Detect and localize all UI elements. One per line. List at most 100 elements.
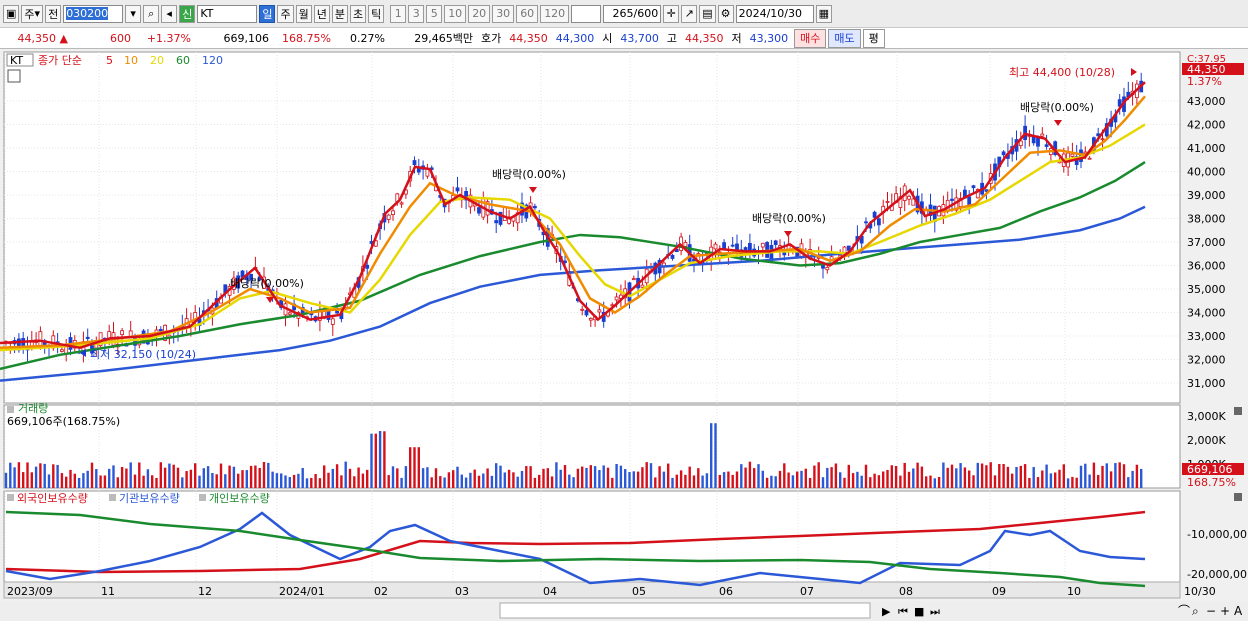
layout-icon[interactable]: ▣ — [3, 4, 20, 23]
volume-bar-89 — [387, 475, 390, 488]
candle-body-105 — [455, 187, 460, 192]
volume-bar-146 — [632, 471, 635, 488]
interval-60[interactable]: 60 — [516, 4, 539, 23]
candle-body-146 — [631, 278, 636, 281]
volume-bar-24 — [108, 468, 111, 488]
volume-bar-184 — [796, 471, 799, 488]
stock-name-field[interactable]: KT — [197, 4, 258, 23]
candle-body-27 — [120, 330, 124, 336]
period-3[interactable]: 년 — [313, 4, 330, 23]
code-dropdown-icon[interactable]: ▾ — [125, 4, 142, 23]
search-icon[interactable]: ⌕ — [143, 4, 160, 23]
candle-body-236 — [1018, 140, 1023, 147]
volume-bar-102 — [443, 477, 446, 488]
count-input[interactable]: 265/600 — [603, 4, 662, 23]
period-5[interactable]: 초 — [349, 4, 367, 23]
volume-bar-228 — [985, 465, 988, 488]
bid-price: 44,300 — [555, 31, 595, 45]
dividend-arrow-0 — [266, 297, 274, 303]
volume-bar-103 — [447, 472, 451, 488]
code-input[interactable]: 030200 — [63, 4, 124, 23]
candle-body-224 — [967, 196, 972, 205]
volume-bar-7 — [34, 466, 38, 488]
candle-body-205 — [885, 201, 890, 203]
volume-bar-81 — [353, 476, 356, 488]
volume-bar-134 — [581, 466, 584, 488]
interval-1[interactable]: 1 — [390, 4, 407, 23]
open-label: 시 — [602, 32, 613, 45]
volume-bar-21 — [95, 469, 98, 488]
period-1[interactable]: 주 — [277, 4, 294, 23]
volume-bar-137 — [593, 466, 597, 488]
candle-body-138 — [597, 309, 602, 313]
buy-button[interactable]: 매수 — [794, 28, 827, 48]
current-price: 44,350 ▲ — [17, 31, 68, 45]
annotation-high: 최고 44,400 (10/28) — [1009, 66, 1115, 79]
candle-body-248 — [1070, 153, 1075, 157]
holding-legend-0: 외국인보유수량 — [17, 492, 88, 505]
volume-bar-30 — [133, 474, 137, 488]
interval-30[interactable]: 30 — [492, 4, 515, 23]
market-select[interactable]: 주 ▾ — [21, 4, 44, 23]
interval-20[interactable]: 20 — [468, 4, 491, 23]
x-tick-4: 02 — [374, 585, 388, 598]
prev-button[interactable]: 전 — [45, 4, 62, 23]
volume-bar-79 — [344, 461, 347, 488]
zoom-control-3: + — [1220, 604, 1230, 618]
dividend-arrow-2 — [784, 231, 792, 237]
candle-body-57 — [249, 273, 254, 281]
interval-3[interactable]: 3 — [408, 4, 425, 23]
candle-body-136 — [588, 317, 593, 321]
period-0[interactable]: 일 — [259, 4, 276, 23]
volume-bar-90 — [391, 466, 395, 488]
new-button[interactable]: 신 — [179, 4, 196, 23]
volume-bar-15 — [69, 469, 72, 488]
volume-bar-193 — [834, 463, 838, 488]
sell-button[interactable]: 매도 — [828, 28, 861, 48]
zoom-control-2: − — [1206, 604, 1216, 618]
candle-body-84 — [365, 264, 370, 269]
eval-button[interactable]: 평 — [862, 28, 885, 48]
annotation-dividend-2: 배당락(0.00%) — [492, 168, 566, 181]
interval-120[interactable]: 120 — [540, 4, 570, 23]
volume-bar-161 — [697, 468, 700, 488]
volume-bar-205 — [886, 469, 889, 488]
volume-bar-246 — [1062, 464, 1065, 488]
gear-icon[interactable]: ⚙ — [717, 4, 734, 23]
interval-10[interactable]: 10 — [444, 4, 467, 23]
volume-bar-213 — [920, 466, 924, 488]
interval-input[interactable] — [571, 4, 602, 23]
price-tick-5: 36,000 — [1187, 260, 1226, 273]
price-chart[interactable]: 31,000 32,000 33,000 34,000 35,000 36,000 37,0… — [0, 50, 1248, 621]
candle-body-114 — [494, 220, 499, 224]
candle-body-211 — [911, 198, 916, 206]
calendar-icon[interactable]: ▦ — [815, 4, 832, 23]
legend-ma-20: 20 — [150, 54, 164, 67]
line-ma20 — [0, 123, 1146, 352]
period-4[interactable]: 분 — [331, 4, 348, 23]
date-input[interactable]: 2024/10/30 — [735, 4, 814, 23]
speaker-icon[interactable]: ◂ — [161, 4, 178, 23]
volume-bar-225 — [972, 475, 975, 488]
volume-bar-118 — [512, 472, 515, 488]
price-tick-c: C:37.95 — [1187, 54, 1226, 65]
low-arrow-icon — [80, 349, 86, 357]
volume-bar-106 — [460, 474, 463, 488]
volume-bar-196 — [847, 464, 850, 488]
crosshair-icon[interactable]: ✛ — [663, 4, 680, 23]
interval-5[interactable]: 5 — [426, 4, 443, 23]
holding-tick-1: -20,000,00 — [1187, 568, 1247, 581]
price-panel-bg — [3, 51, 1181, 404]
line-ma5 — [0, 81, 1146, 350]
candle-body-225 — [971, 185, 976, 189]
period-2[interactable]: 월 — [295, 4, 312, 23]
volume-bar-188 — [813, 465, 816, 488]
candle-body-116 — [502, 206, 507, 221]
draw-icon[interactable]: ↗ — [681, 4, 698, 23]
save-icon[interactable]: ▤ — [699, 4, 716, 23]
volume-bar-223 — [963, 467, 967, 488]
volume-bar-133 — [576, 468, 580, 488]
period-6[interactable]: 틱 — [368, 4, 385, 23]
volume-bar-248 — [1071, 476, 1074, 488]
